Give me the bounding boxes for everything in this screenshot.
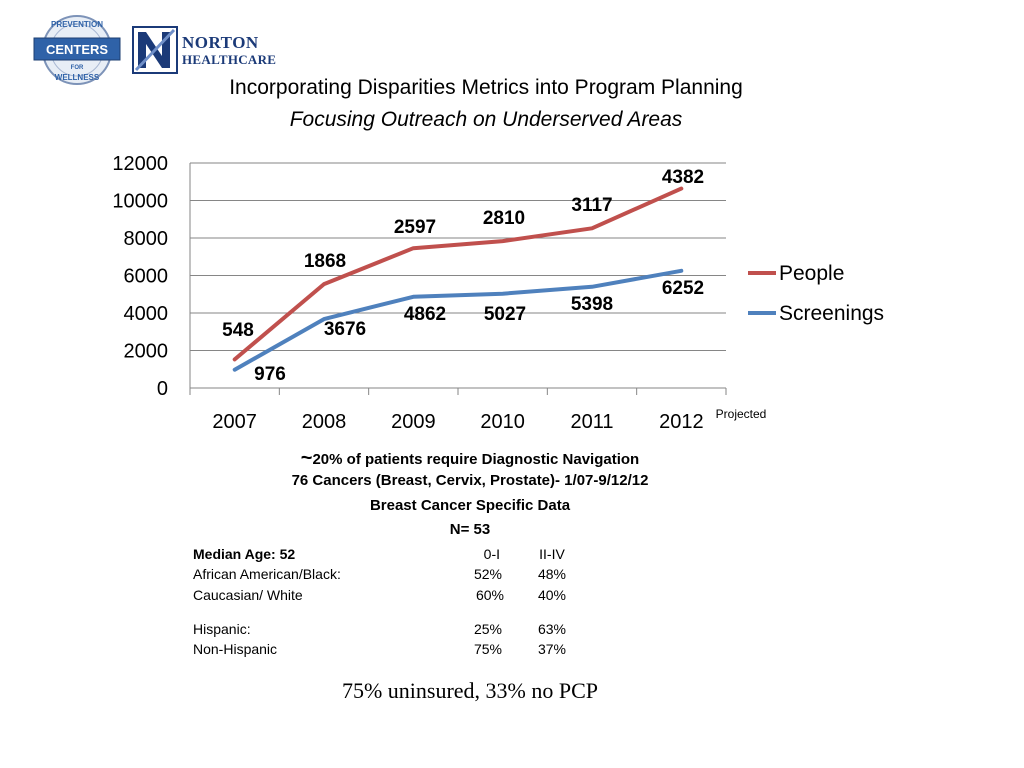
note-sample-size: N= 53 bbox=[449, 521, 491, 538]
table-row-label: African American/Black: bbox=[193, 566, 341, 582]
y-tick-label: 0 bbox=[157, 378, 168, 400]
table-row-label: Caucasian/ White bbox=[193, 587, 303, 603]
legend-label: Screenings bbox=[779, 302, 884, 325]
x-tick-label: 2009 bbox=[391, 411, 436, 433]
table-row-value-a: 75% bbox=[473, 641, 502, 657]
legend-item-screenings: Screenings bbox=[748, 302, 884, 325]
note-tilde: ~ bbox=[300, 447, 313, 469]
table-row-value-b: 63% bbox=[537, 621, 567, 637]
pfw-logo-for: FOR bbox=[71, 65, 84, 71]
legend-label: People bbox=[779, 262, 844, 285]
data-label-screenings: 5027 bbox=[484, 304, 526, 325]
series-line-screenings bbox=[232, 268, 684, 372]
norton-healthcare-logo: NORTON HEALTHCARE bbox=[132, 26, 284, 74]
page-subtitle: Focusing Outreach on Underserved Areas bbox=[289, 108, 683, 131]
note-diagnostic-navigation: ~20% of patients require Diagnostic Navi… bbox=[0, 447, 940, 470]
data-label-screenings: 976 bbox=[254, 364, 286, 385]
y-tick-label: 10000 bbox=[112, 191, 168, 213]
pfw-logo-bottom: WELLNESS bbox=[55, 73, 100, 82]
table-row-value-a: 52% bbox=[473, 566, 502, 582]
data-label-people: 548 bbox=[222, 320, 254, 341]
y-tick-label: 12000 bbox=[112, 153, 168, 175]
data-label-screenings: 4862 bbox=[404, 304, 446, 325]
y-tick-label: 6000 bbox=[124, 266, 169, 288]
legend-item-people: People bbox=[748, 262, 844, 285]
note-breast-cancer: Breast Cancer Specific Data bbox=[369, 497, 571, 514]
y-tick-label: 8000 bbox=[124, 228, 169, 250]
x-tick-label: 2007 bbox=[212, 411, 257, 433]
data-label-screenings: 5398 bbox=[571, 294, 613, 315]
table-row-value-a: 25% bbox=[473, 621, 502, 637]
data-label-people: 2597 bbox=[394, 217, 436, 238]
series-line-people bbox=[232, 186, 684, 362]
x-tick-label: 2010 bbox=[480, 411, 525, 433]
table-row-value-b: 48% bbox=[537, 566, 567, 582]
table-header-label: Median Age: 52 bbox=[193, 546, 296, 562]
data-label-people: 1868 bbox=[304, 251, 346, 272]
y-tick-label: 4000 bbox=[124, 303, 169, 325]
note-cancers: 76 Cancers (Breast, Cervix, Prostate)- 1… bbox=[291, 472, 649, 489]
table-row-value-b: 37% bbox=[537, 641, 567, 657]
norton-logo-line1: NORTON bbox=[182, 33, 259, 52]
x-tick-label: 2011 bbox=[570, 411, 613, 433]
data-label-screenings: 6252 bbox=[662, 278, 704, 299]
page-title: Incorporating Disparities Metrics into P… bbox=[229, 76, 743, 99]
line-chart: 0 2000 4000 6000 8000 10000 12000 2007 2008 2009 2… bbox=[112, 153, 884, 433]
projected-note: Projected bbox=[716, 407, 767, 421]
data-label-screenings: 3676 bbox=[324, 319, 366, 340]
table-header-stage-early: 0-I bbox=[483, 546, 500, 562]
data-label-people: 2810 bbox=[483, 208, 525, 229]
table-row-label: Hispanic: bbox=[193, 621, 251, 637]
pfw-logo-top: PREVENTION bbox=[51, 20, 103, 29]
data-label-people: 3117 bbox=[571, 195, 612, 216]
norton-logo-line2: HEALTHCARE bbox=[182, 52, 277, 67]
table-header-stage-late: II-IV bbox=[539, 546, 565, 562]
table-row-label: Non-Hispanic bbox=[193, 641, 278, 657]
x-tick-label: 2008 bbox=[302, 411, 347, 433]
table-row-value-a: 60% bbox=[475, 587, 504, 603]
prevention-centers-for-wellness-logo: PREVENTION CENTERS FOR WELLNESS bbox=[32, 14, 122, 86]
data-label-people: 4382 bbox=[662, 167, 704, 188]
x-tick-label: 2012 bbox=[659, 411, 704, 433]
pfw-logo-main: CENTERS bbox=[46, 42, 108, 57]
footer-summary: 75% uninsured, 33% no PCP bbox=[341, 678, 599, 703]
y-tick-label: 2000 bbox=[124, 341, 169, 363]
table-row-value-b: 40% bbox=[537, 587, 567, 603]
note-diagnostic-text: 20% of patients require Diagnostic Navig… bbox=[312, 451, 640, 468]
